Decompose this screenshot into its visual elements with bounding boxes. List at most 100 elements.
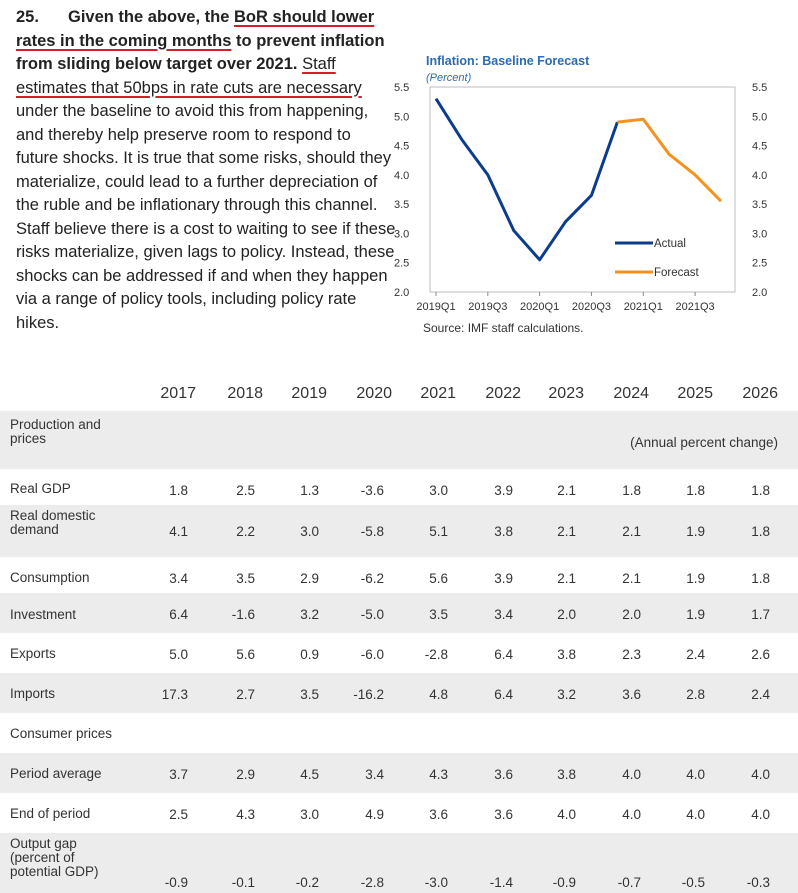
table-cell: -2.8 — [360, 875, 384, 890]
table-cell: 2.3 — [622, 647, 641, 662]
table-cell: 2.1 — [557, 483, 576, 498]
table-row: Output gap (percent of potential GDP) -0.… — [0, 833, 798, 893]
table-cell: -0.3 — [746, 875, 770, 890]
table-cell: 4.0 — [751, 767, 770, 782]
table-row: Consumer prices — [0, 713, 798, 753]
table-cell: 4.8 — [429, 687, 448, 702]
year-header: 2018 — [227, 385, 263, 402]
table-cell: 2.2 — [236, 524, 255, 539]
table-cell: 4.0 — [622, 807, 641, 822]
table-cell: 3.5 — [429, 607, 448, 622]
table-cell: 4.5 — [300, 767, 319, 782]
inflation-chart-svg: Inflation: Baseline Forecast (Percent) 5.5… — [394, 54, 767, 335]
table-cell: 3.6 — [622, 687, 641, 702]
underlined-phrase: Staff estimates that 50bps in rate cuts … — [16, 55, 362, 97]
y-tick-left: 2.0 — [394, 287, 409, 299]
paragraph-rest: under the baseline to avoid this from ha… — [16, 102, 396, 332]
table-cell: 2.1 — [622, 571, 641, 586]
table-cell: -5.8 — [360, 524, 384, 539]
year-header: 2026 — [742, 385, 778, 402]
unit-note: (Annual percent change) — [630, 435, 778, 450]
table-row: End of period 2.5 4.3 3.0 4.9 3.6 3.6 4.0 4.0 4.0… — [0, 793, 798, 833]
table-cell: 5.6 — [236, 647, 255, 662]
table-cell: 4.9 — [365, 807, 384, 822]
year-header: 2022 — [485, 385, 521, 402]
table-cell: 1.8 — [686, 483, 705, 498]
table-cell: -0.7 — [617, 875, 641, 890]
y-tick-right: 5.5 — [752, 82, 767, 94]
row-label: Imports — [10, 686, 56, 701]
x-tick-label: 2019Q3 — [468, 301, 507, 313]
series-line-actual — [434, 97, 619, 262]
table-cell: 1.8 — [622, 483, 641, 498]
table-cell: 5.6 — [429, 571, 448, 586]
table-row: Real GDP 1.8 2.5 1.3 -3.6 3.0 3.9 2.1 1.8 1.8 1.8 — [0, 469, 798, 505]
table-row: Production and prices (Annual percent cha… — [0, 411, 798, 469]
year-header: 2019 — [291, 385, 327, 402]
bold-post: to prevent inflation from sliding below … — [16, 31, 385, 74]
bold-pre: Given the above, the — [68, 8, 234, 26]
table-cell: -0.1 — [231, 875, 255, 890]
table-cell: 3.0 — [300, 807, 319, 822]
y-tick-left: 4.0 — [394, 170, 409, 182]
table-cell: 6.4 — [494, 687, 513, 702]
table-cell: 1.9 — [686, 524, 705, 539]
y-tick-right: 4.0 — [752, 170, 767, 182]
chart-title: Inflation: Baseline Forecast — [426, 54, 590, 68]
table-cell: 3.9 — [494, 571, 513, 586]
year-header: 2021 — [420, 385, 456, 402]
table-row: Period average 3.7 2.9 4.5 3.4 4.3 3.6 3.8 4.0 4.… — [0, 753, 798, 793]
table-cell: 2.0 — [622, 607, 641, 622]
table-cell: 3.8 — [557, 647, 576, 662]
year-header: 2023 — [548, 385, 584, 402]
table-cell: -0.9 — [552, 875, 576, 890]
table-row: Exports 5.0 5.6 0.9 -6.0 -2.8 6.4 3.8 2.3 2.4 2.6 — [0, 633, 798, 673]
row-label: Investment — [10, 607, 77, 622]
table-cell: 0.9 — [300, 647, 319, 662]
chart-subtitle: (Percent) — [426, 72, 472, 84]
x-tick-label: 2021Q1 — [624, 301, 663, 313]
table-cell: 2.1 — [557, 571, 576, 586]
y-tick-left: 3.5 — [394, 199, 409, 211]
plot-frame — [429, 86, 736, 293]
table-cell: 4.3 — [429, 767, 448, 782]
y-tick-right: 3.5 — [752, 199, 767, 211]
table-cell: 3.0 — [300, 524, 319, 539]
table-cell: 1.8 — [751, 524, 770, 539]
table-cell: 6.4 — [169, 607, 188, 622]
table-cell: 5.0 — [169, 647, 188, 662]
table-cell: 1.9 — [686, 571, 705, 586]
row-label: Consumer prices — [10, 726, 113, 741]
table-cell: 2.5 — [236, 483, 255, 498]
table-row: Investment 6.4 -1.6 3.2 -5.0 3.5 3.4 2.0 2.0 1.9 1… — [0, 593, 798, 633]
table-cell: 1.8 — [751, 483, 770, 498]
y-tick-left: 3.0 — [394, 228, 409, 240]
x-tick-label: 2020Q1 — [520, 301, 559, 313]
row-label: Production and prices — [10, 417, 101, 446]
table-cell: -6.0 — [360, 647, 384, 662]
y-tick-left: 2.5 — [394, 258, 409, 270]
table-cell: 3.8 — [557, 767, 576, 782]
row-label: Real GDP — [10, 481, 71, 496]
table-cell: 2.9 — [236, 767, 255, 782]
y-tick-left: 5.5 — [394, 82, 409, 94]
table-cell: 4.3 — [236, 807, 255, 822]
y-tick-right: 3.0 — [752, 228, 767, 240]
table-cell: 3.8 — [494, 524, 513, 539]
table-cell: 3.4 — [494, 607, 513, 622]
table-cell: -0.5 — [681, 875, 705, 890]
table-header-row: 2017 2018 2019 2020 2021 2022 2023 2024 2025 2026 — [0, 375, 798, 411]
table-cell: 1.8 — [169, 483, 188, 498]
table-cell: -5.0 — [360, 607, 384, 622]
bold-lead-text: Given the above, the BoR should lower ra… — [16, 8, 385, 73]
table-cell: 3.4 — [169, 571, 188, 586]
table-cell: 2.9 — [300, 571, 319, 586]
y-tick-right: 5.0 — [752, 111, 767, 123]
paragraph-number: 25. — [16, 8, 39, 26]
table-cell: -0.9 — [164, 875, 188, 890]
table-cell: 4.0 — [557, 807, 576, 822]
y-tick-left: 4.5 — [394, 141, 409, 153]
x-tick-label: 2021Q3 — [676, 301, 715, 313]
table-cell: 4.0 — [686, 807, 705, 822]
table-cell: 3.4 — [365, 767, 384, 782]
